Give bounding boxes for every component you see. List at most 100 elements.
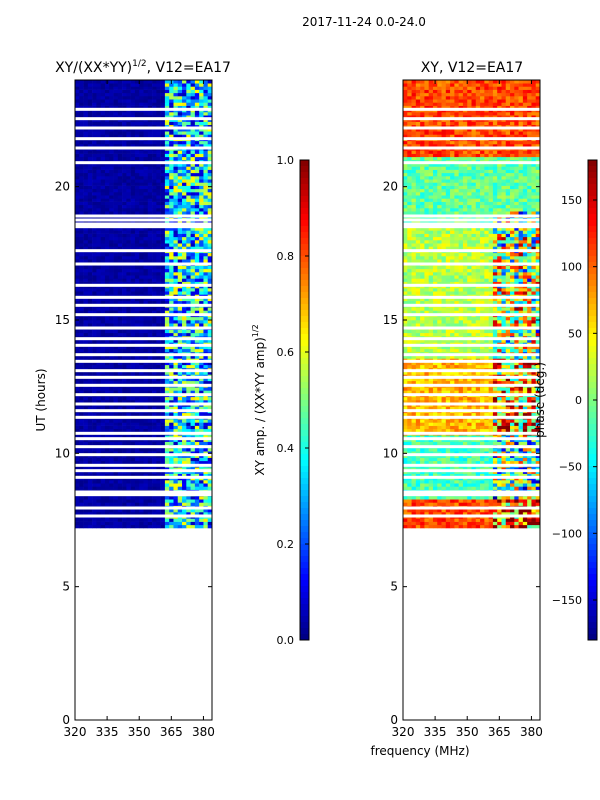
heatmap-cell: [471, 512, 477, 516]
heatmap-cell: [134, 300, 140, 305]
heatmap-cell: [139, 176, 144, 180]
heatmap-cell: [79, 86, 84, 90]
heatmap-cell: [100, 259, 106, 263]
colorbar-segment: [300, 358, 309, 365]
heatmap-cell: [432, 512, 438, 516]
heatmap-cell: [79, 185, 84, 190]
heatmap-cell: [462, 521, 468, 526]
heatmap-cell: [130, 163, 136, 167]
heatmap-cell: [117, 233, 123, 238]
heatmap-cell: [203, 83, 209, 87]
heatmap-cell: [139, 243, 144, 247]
heatmap-cell: [207, 121, 213, 126]
heatmap-cell: [113, 512, 119, 516]
heatmap-cell: [117, 441, 123, 446]
heatmap-cell: [199, 435, 204, 439]
heatmap-cell: [143, 256, 149, 260]
heatmap-cell: [194, 134, 200, 138]
heatmap-cell: [441, 512, 447, 516]
heatmap-cell: [83, 233, 89, 238]
heatmap-cell: [75, 473, 80, 478]
heatmap-cell: [117, 256, 123, 260]
heatmap-cell: [96, 198, 101, 202]
heatmap-cell: [130, 371, 136, 375]
heatmap-cell: [535, 524, 541, 529]
heatmap-cell: [182, 140, 187, 145]
heatmap-cell: [475, 499, 481, 503]
heatmap-cell: [113, 361, 119, 366]
heatmap-cell: [87, 345, 93, 350]
heatmap-cell: [160, 192, 166, 196]
heatmap-cell: [139, 169, 144, 174]
heatmap-cell: [75, 99, 80, 103]
heatmap-cell: [96, 512, 101, 516]
heatmap-cell: [139, 339, 144, 343]
heatmap-cell: [454, 521, 459, 526]
heatmap-cell: [75, 121, 80, 126]
heatmap-cell: [164, 204, 170, 209]
heatmap-cell: [109, 121, 114, 126]
heatmap-cell: [454, 518, 459, 522]
heatmap-cell: [177, 176, 183, 180]
heatmap-cell: [194, 227, 200, 231]
heatmap-cell: [143, 387, 149, 391]
heatmap-cell: [87, 355, 93, 359]
heatmap-cell: [152, 92, 157, 97]
colorbar-segment: [300, 196, 309, 203]
colorbar-segment: [300, 454, 309, 461]
heatmap-cell: [83, 460, 89, 465]
heatmap-cell: [87, 134, 93, 138]
heatmap-cell: [109, 467, 114, 471]
heatmap-cell: [441, 521, 447, 526]
heatmap-cell: [203, 310, 209, 314]
heatmap-cell: [164, 377, 170, 382]
heatmap-cell: [83, 96, 89, 100]
heatmap-cell: [139, 153, 144, 158]
heatmap-cell: [126, 188, 131, 193]
heatmap-cell: [92, 400, 97, 404]
heatmap-cell: [83, 201, 89, 206]
heatmap-cell: [104, 329, 110, 334]
heatmap-cell: [194, 467, 200, 471]
heatmap-cell: [160, 425, 166, 430]
colorbar-segment: [300, 238, 309, 245]
heatmap-cell: [96, 377, 101, 382]
heatmap-cell: [92, 131, 97, 135]
heatmap-cell: [117, 172, 123, 177]
heatmap-cell: [130, 320, 136, 324]
heatmap-cell: [164, 211, 170, 215]
heatmap-cell: [186, 448, 191, 452]
heatmap-cell: [92, 156, 97, 161]
heatmap-cell: [130, 300, 136, 305]
heatmap-cell: [152, 259, 157, 263]
heatmap-cell: [130, 348, 136, 353]
heatmap-cell: [75, 297, 80, 302]
heatmap-cell: [207, 512, 213, 516]
heatmap-cell: [432, 521, 438, 526]
heatmap-cell: [143, 390, 149, 394]
heatmap-cell: [169, 361, 174, 366]
heatmap-cell: [96, 259, 101, 263]
heatmap-cell: [177, 182, 183, 186]
heatmap-cell: [199, 355, 204, 359]
heatmap-cell: [79, 480, 84, 484]
heatmap-cell: [194, 268, 200, 273]
heatmap-cell: [134, 460, 140, 465]
heatmap-cell: [75, 396, 80, 401]
heatmap-cell: [92, 112, 97, 116]
heatmap-cell: [113, 339, 119, 343]
heatmap-cell: [109, 448, 114, 452]
heatmap-cell: [471, 521, 477, 526]
heatmap-cell: [186, 204, 191, 209]
heatmap-cell: [203, 355, 209, 359]
heatmap-cell: [182, 96, 187, 100]
heatmap-cell: [104, 172, 110, 177]
heatmap-cell: [156, 192, 161, 196]
heatmap-cell: [126, 240, 131, 244]
heatmap-cell: [87, 182, 93, 186]
heatmap-cell: [143, 188, 149, 193]
colorbar-segment: [300, 532, 309, 539]
heatmap-cell: [203, 348, 209, 353]
heatmap-cell: [152, 176, 157, 180]
heatmap-cell: [156, 281, 161, 286]
